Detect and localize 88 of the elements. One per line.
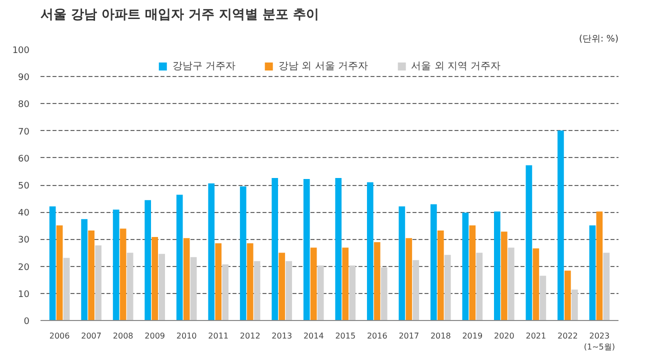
bar [430, 204, 437, 320]
legend-label: 강남 외 서울 거주자 [278, 60, 368, 73]
x-tick-label: 2011 [208, 332, 229, 340]
legend-label: 서울 외 지역 거주자 [411, 60, 501, 73]
bar [158, 254, 165, 320]
bar [126, 252, 134, 320]
x-tick-label: 2022 [558, 332, 578, 340]
y-tick-label: 60 [18, 154, 30, 164]
x-tick-label: 2017 [398, 332, 420, 340]
bar [120, 228, 126, 320]
bar [572, 290, 578, 320]
bar [286, 261, 292, 320]
bar [462, 212, 469, 320]
bar [589, 225, 596, 320]
bar [508, 248, 514, 320]
bar [176, 194, 183, 320]
bar [349, 265, 356, 320]
bar [500, 232, 508, 320]
bar [88, 230, 94, 320]
bar [476, 252, 483, 320]
x-tick-label: 2013 [272, 332, 292, 340]
x-tick-label: 2020 [494, 332, 514, 340]
y-tick-label: 90 [18, 73, 30, 84]
bar [374, 242, 380, 320]
bar [564, 270, 571, 320]
bar [342, 248, 349, 320]
bar [254, 261, 260, 320]
bar [437, 230, 444, 320]
bar [317, 265, 324, 320]
bar [95, 245, 102, 320]
y-tick-label: 80 [18, 100, 30, 110]
bar [558, 130, 564, 320]
x-tick-label: 2023(1~5월) [584, 332, 616, 352]
bar [208, 183, 215, 320]
bar [596, 212, 603, 320]
y-tick-label: 70 [18, 127, 30, 138]
bar [469, 225, 476, 320]
bar [310, 248, 317, 320]
bar [246, 243, 254, 320]
bar [412, 260, 420, 320]
bar [112, 210, 120, 320]
bar [603, 252, 610, 320]
legend-label: 강남구 거주자 [172, 60, 236, 73]
bar [398, 206, 406, 320]
bar [240, 186, 246, 320]
bar [152, 237, 158, 320]
bar [526, 165, 532, 320]
bar [215, 243, 222, 320]
y-tick-label: 50 [18, 182, 30, 192]
bar [56, 225, 63, 320]
bar [144, 200, 152, 320]
x-tick-label: 2008 [112, 332, 134, 340]
bar [49, 206, 56, 320]
bar [335, 178, 342, 320]
x-tick-label: 2021 [526, 332, 546, 340]
x-tick-label: 2014 [303, 332, 324, 340]
bar [494, 212, 500, 320]
x-tick-label: 2018 [430, 332, 451, 340]
bar [63, 258, 70, 320]
y-tick-label: 0 [24, 317, 30, 327]
bar [532, 248, 540, 320]
y-tick-label: 100 [12, 46, 30, 56]
x-tick-label: 2010 [176, 332, 197, 340]
bar [272, 178, 278, 320]
bar [303, 179, 310, 320]
bar [81, 219, 88, 320]
x-tick-label: 2016 [366, 332, 388, 340]
bar [540, 276, 546, 320]
bar [190, 257, 197, 320]
y-tick-label: 20 [18, 262, 30, 273]
x-tick-label: 2009 [144, 332, 166, 340]
bar [380, 267, 388, 320]
bar [222, 264, 229, 320]
x-tick-label: 2012 [240, 332, 260, 340]
bar [183, 238, 190, 320]
bar [366, 182, 374, 320]
text: (단위: %) [579, 34, 618, 44]
y-tick-label: 40 [18, 208, 30, 219]
x-tick-label: 2006 [49, 332, 70, 340]
x-tick-label: 2015 [335, 332, 356, 340]
bar [406, 238, 412, 320]
x-tick-label: 2019 [462, 332, 483, 340]
chart-title: 서울 강남 아파트 매입자 거주 지역별 분포 추이 [40, 8, 320, 22]
bar [278, 252, 286, 320]
y-tick-label: 30 [18, 236, 30, 246]
y-tick-label: 10 [18, 290, 30, 300]
x-tick-label: 2007 [81, 332, 102, 340]
bar [444, 254, 451, 320]
